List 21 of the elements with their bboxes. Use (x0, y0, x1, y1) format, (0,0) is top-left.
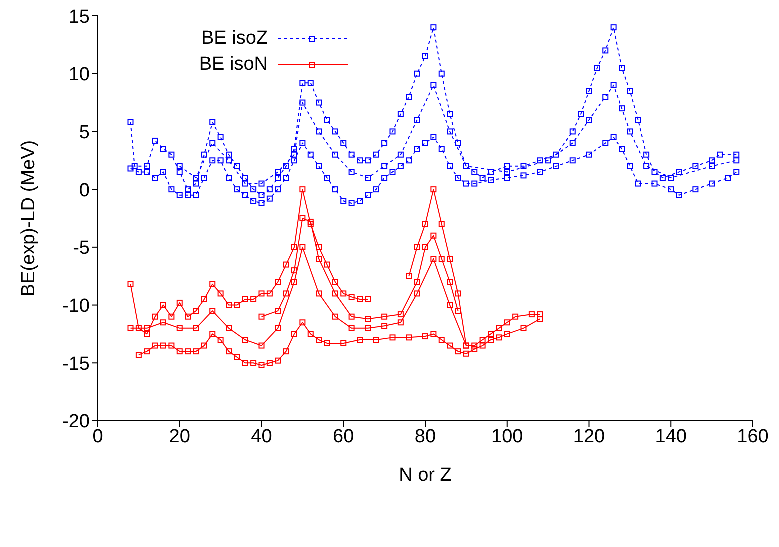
y-axis-title: BE(exp)-LD (MeV) (18, 140, 40, 297)
x-axis-title: N or Z (399, 465, 452, 486)
y-tick-label: -15 (62, 354, 90, 375)
x-tick-label: 40 (251, 426, 272, 448)
y-tick-label: -5 (73, 238, 90, 260)
legend-label: BE isoN (198, 54, 269, 76)
x-tick-label: 120 (573, 426, 606, 448)
y-tick-label: 10 (68, 64, 90, 86)
x-tick-label: 140 (655, 426, 687, 448)
x-tick-label: 0 (92, 426, 104, 448)
y-tick-label: 15 (68, 6, 90, 28)
y-tick-label: 5 (79, 122, 90, 144)
y-tick-label: -20 (62, 412, 90, 433)
x-tick-label: 80 (414, 426, 436, 448)
x-tick-label: 160 (737, 426, 769, 448)
legend-label: BE isoZ (200, 28, 269, 50)
x-tick-label: 100 (492, 426, 524, 448)
y-tick-label: 0 (79, 180, 90, 202)
y-tick-label: -10 (62, 296, 90, 318)
x-tick-label: 60 (333, 426, 354, 448)
x-tick-label: 20 (169, 426, 190, 448)
